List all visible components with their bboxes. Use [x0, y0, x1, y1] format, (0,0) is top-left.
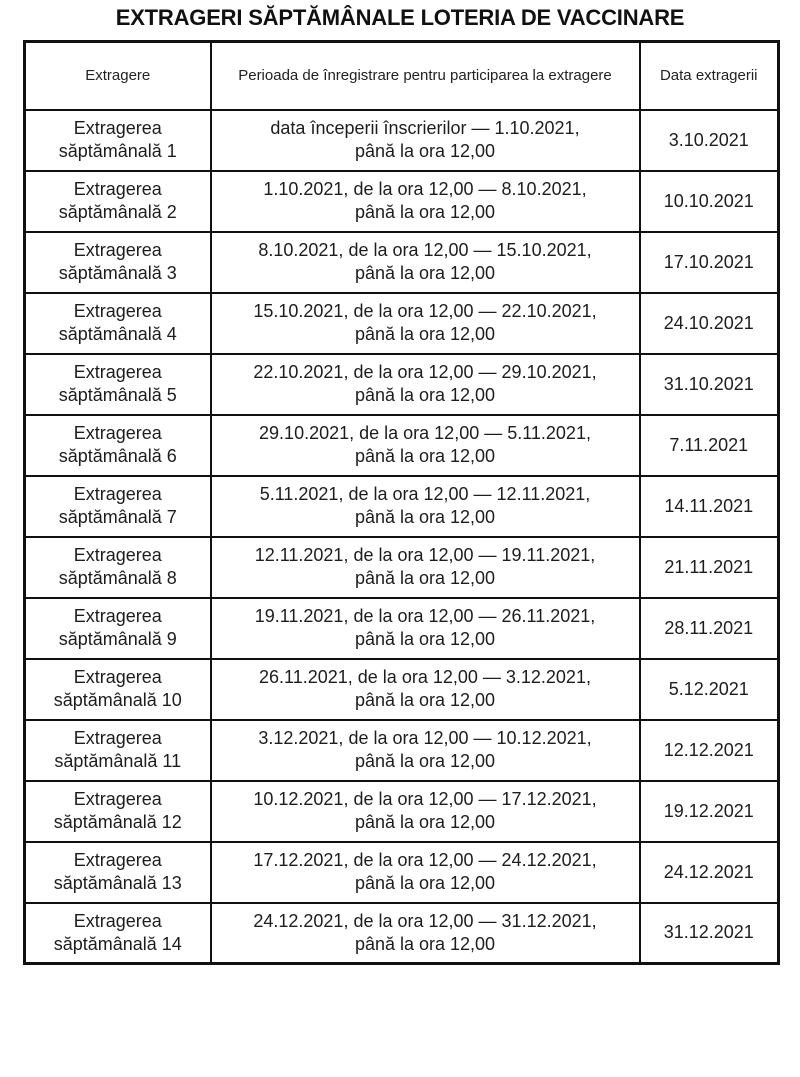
draw-date-cell: 24.10.2021 — [638, 291, 780, 355]
registration-period-cell: 17.12.2021, de la ora 12,00 — 24.12.2021… — [209, 840, 641, 904]
table-row: Extragerea săptămânală 9 19.11.2021, de … — [23, 596, 780, 660]
registration-period-cell: 3.12.2021, de la ora 12,00 — 10.12.2021,… — [209, 718, 641, 782]
table-row: Extragerea săptămânală 1 data începerii … — [23, 108, 780, 172]
registration-period-cell: 22.10.2021, de la ora 12,00 — 29.10.2021… — [209, 352, 641, 416]
header-extragere: Extragere — [23, 40, 212, 111]
draw-name-cell: Extragerea săptămânală 13 — [23, 840, 212, 904]
registration-period-cell: 10.12.2021, de la ora 12,00 — 17.12.2021… — [209, 779, 641, 843]
table-row: Extragerea săptămânală 13 17.12.2021, de… — [23, 840, 780, 904]
table-row: Extragerea săptămânală 14 24.12.2021, de… — [23, 901, 780, 965]
table-body: Extragerea săptămânală 1 data începerii … — [23, 108, 780, 965]
registration-period-cell: 24.12.2021, de la ora 12,00 — 31.12.2021… — [209, 901, 641, 965]
draw-name-cell: Extragerea săptămânală 9 — [23, 596, 212, 660]
table-row: Extragerea săptămânală 2 1.10.2021, de l… — [23, 169, 780, 233]
registration-period-cell: 1.10.2021, de la ora 12,00 — 8.10.2021, … — [209, 169, 641, 233]
registration-period-cell: 19.11.2021, de la ora 12,00 — 26.11.2021… — [209, 596, 641, 660]
draw-name-cell: Extragerea săptămânală 8 — [23, 535, 212, 599]
header-row: Extragere Perioada de înregistrare pentr… — [23, 40, 780, 111]
registration-period-cell: 26.11.2021, de la ora 12,00 — 3.12.2021,… — [209, 657, 641, 721]
draw-date-cell: 31.10.2021 — [638, 352, 780, 416]
table-row: Extragerea săptămânală 10 26.11.2021, de… — [23, 657, 780, 721]
draw-date-cell: 19.12.2021 — [638, 779, 780, 843]
draw-name-cell: Extragerea săptămânală 2 — [23, 169, 212, 233]
draw-name-cell: Extragerea săptămânală 11 — [23, 718, 212, 782]
registration-period-cell: 29.10.2021, de la ora 12,00 — 5.11.2021,… — [209, 413, 641, 477]
draw-name-cell: Extragerea săptămânală 7 — [23, 474, 212, 538]
document-page: EXTRAGERI SĂPTĂMÂNALE LOTERIA DE VACCINA… — [0, 5, 800, 965]
draw-date-cell: 12.12.2021 — [638, 718, 780, 782]
draw-name-cell: Extragerea săptămânală 3 — [23, 230, 212, 294]
draw-date-cell: 5.12.2021 — [638, 657, 780, 721]
draw-date-cell: 17.10.2021 — [638, 230, 780, 294]
draw-name-cell: Extragerea săptămânală 5 — [23, 352, 212, 416]
table-row: Extragerea săptămânală 8 12.11.2021, de … — [23, 535, 780, 599]
registration-period-cell: 15.10.2021, de la ora 12,00 — 22.10.2021… — [209, 291, 641, 355]
registration-period-cell: 8.10.2021, de la ora 12,00 — 15.10.2021,… — [209, 230, 641, 294]
draw-date-cell: 31.12.2021 — [638, 901, 780, 965]
draw-date-cell: 14.11.2021 — [638, 474, 780, 538]
draw-name-cell: Extragerea săptămânală 12 — [23, 779, 212, 843]
draw-name-cell: Extragerea săptămânală 14 — [23, 901, 212, 965]
lottery-draws-table: Extragere Perioada de înregistrare pentr… — [23, 40, 780, 965]
table-row: Extragerea săptămânală 5 22.10.2021, de … — [23, 352, 780, 416]
table-row: Extragerea săptămânală 6 29.10.2021, de … — [23, 413, 780, 477]
draw-date-cell: 24.12.2021 — [638, 840, 780, 904]
draw-date-cell: 3.10.2021 — [638, 108, 780, 172]
draw-name-cell: Extragerea săptămânală 4 — [23, 291, 212, 355]
table-row: Extragerea săptămânală 4 15.10.2021, de … — [23, 291, 780, 355]
table-row: Extragerea săptămânală 11 3.12.2021, de … — [23, 718, 780, 782]
draw-date-cell: 7.11.2021 — [638, 413, 780, 477]
draw-name-cell: Extragerea săptămânală 10 — [23, 657, 212, 721]
header-data-extragerii: Data extragerii — [638, 40, 780, 111]
registration-period-cell: 5.11.2021, de la ora 12,00 — 12.11.2021,… — [209, 474, 641, 538]
table-row: Extragerea săptămânală 12 10.12.2021, de… — [23, 779, 780, 843]
header-perioada-inregistrare: Perioada de înregistrare pentru particip… — [209, 40, 641, 111]
draw-name-cell: Extragerea săptămânală 1 — [23, 108, 212, 172]
draw-date-cell: 21.11.2021 — [638, 535, 780, 599]
draw-date-cell: 28.11.2021 — [638, 596, 780, 660]
draw-name-cell: Extragerea săptămânală 6 — [23, 413, 212, 477]
registration-period-cell: data începerii înscrierilor — 1.10.2021,… — [209, 108, 641, 172]
draw-date-cell: 10.10.2021 — [638, 169, 780, 233]
table-row: Extragerea săptămânală 3 8.10.2021, de l… — [23, 230, 780, 294]
page-title: EXTRAGERI SĂPTĂMÂNALE LOTERIA DE VACCINA… — [115, 5, 685, 30]
registration-period-cell: 12.11.2021, de la ora 12,00 — 19.11.2021… — [209, 535, 641, 599]
table-row: Extragerea săptămânală 7 5.11.2021, de l… — [23, 474, 780, 538]
